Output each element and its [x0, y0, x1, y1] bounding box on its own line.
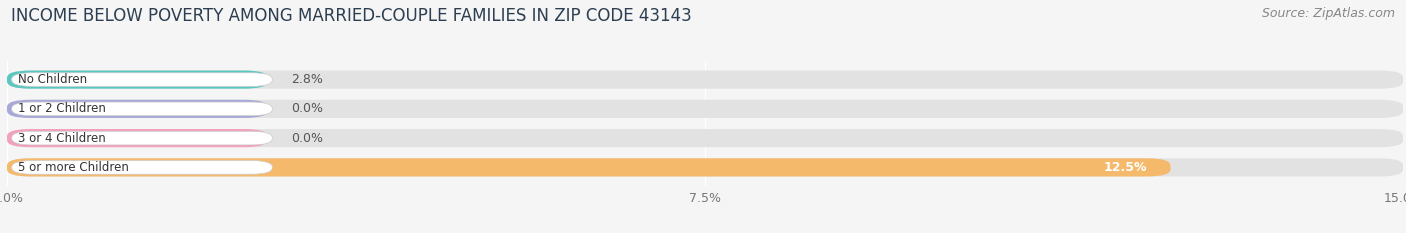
Text: 3 or 4 Children: 3 or 4 Children	[18, 132, 105, 145]
Text: No Children: No Children	[18, 73, 87, 86]
FancyBboxPatch shape	[7, 71, 267, 89]
Text: 1 or 2 Children: 1 or 2 Children	[18, 102, 105, 115]
FancyBboxPatch shape	[11, 131, 273, 145]
FancyBboxPatch shape	[11, 102, 273, 116]
FancyBboxPatch shape	[7, 129, 267, 147]
Text: 2.8%: 2.8%	[291, 73, 323, 86]
Text: 0.0%: 0.0%	[291, 102, 323, 115]
FancyBboxPatch shape	[7, 129, 1403, 147]
Text: Source: ZipAtlas.com: Source: ZipAtlas.com	[1261, 7, 1395, 20]
FancyBboxPatch shape	[7, 158, 1403, 176]
FancyBboxPatch shape	[11, 161, 273, 174]
FancyBboxPatch shape	[7, 158, 1171, 176]
Text: 5 or more Children: 5 or more Children	[18, 161, 129, 174]
Text: 12.5%: 12.5%	[1104, 161, 1147, 174]
FancyBboxPatch shape	[11, 73, 273, 86]
FancyBboxPatch shape	[7, 100, 267, 118]
Text: 0.0%: 0.0%	[291, 132, 323, 145]
FancyBboxPatch shape	[7, 71, 1403, 89]
Text: INCOME BELOW POVERTY AMONG MARRIED-COUPLE FAMILIES IN ZIP CODE 43143: INCOME BELOW POVERTY AMONG MARRIED-COUPL…	[11, 7, 692, 25]
FancyBboxPatch shape	[7, 100, 1403, 118]
